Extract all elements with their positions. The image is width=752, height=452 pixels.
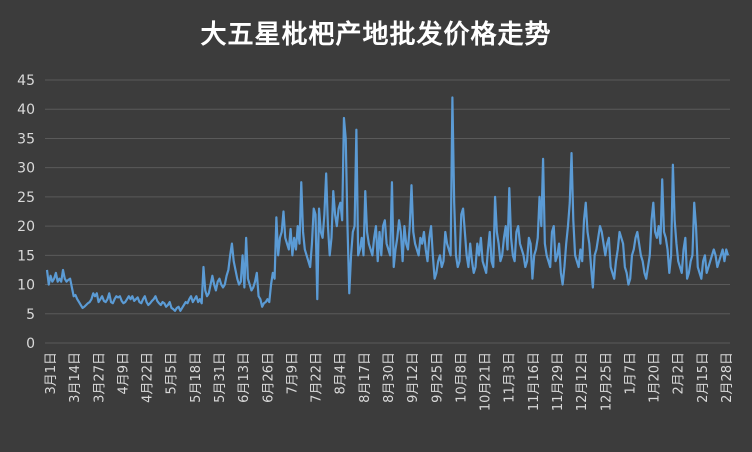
x-tick-label: 3月14日 [68,352,83,403]
chart-title: 大五星枇杷产地批发价格走势 [200,20,552,50]
y-tick-label: 25 [17,190,35,206]
y-tick-label: 0 [26,336,35,352]
x-tick-label: 7月22日 [310,352,325,403]
x-tick-label: 8月17日 [358,352,373,403]
x-tick-label: 2月15日 [696,352,711,403]
y-tick-label: 30 [17,161,35,177]
y-axis: 0 5 10 15 20 25 30 35 40 45 [17,73,35,352]
y-tick-label: 5 [26,307,35,323]
x-tick-label: 11月16日 [527,352,542,411]
x-tick-label: 5月5日 [165,352,180,395]
x-tick-label: 12月25日 [599,352,614,411]
y-tick-label: 20 [17,219,35,235]
x-tick-label: 9月12日 [406,352,421,403]
x-tick-label: 4月9日 [116,352,131,395]
y-tick-label: 45 [17,73,35,89]
x-tick-label: 6月13日 [237,352,252,403]
x-tick-label: 5月31日 [213,352,228,403]
price-series-line [45,96,730,312]
x-tick-label: 5月18日 [189,352,204,403]
x-tick-label: 10月21日 [479,352,494,411]
x-tick-label: 1月7日 [623,352,638,395]
x-tick-label: 12月12日 [575,352,590,411]
x-tick-label: 2月28日 [720,352,735,403]
x-tick-label: 11月29日 [551,352,566,411]
x-tick-label: 8月4日 [334,352,349,395]
x-tick-label: 8月30日 [382,352,397,403]
x-tick-label: 4月22日 [141,352,156,403]
y-tick-label: 10 [17,278,35,294]
x-tick-label: 3月27日 [92,352,107,403]
x-axis: 3月1日 3月14日 3月27日 4月9日 4月22日 5月5日 5月18日 5月31日 6月1… [44,352,735,411]
x-tick-label: 2月2日 [672,352,687,395]
x-tick-label: 6月26日 [261,352,276,403]
x-tick-label: 9月25日 [430,352,445,403]
x-tick-label: 7月9日 [285,352,300,395]
x-tick-label: 10月8日 [454,352,469,403]
y-tick-label: 35 [17,131,35,147]
y-tick-label: 15 [17,248,35,264]
series-layer [45,96,730,312]
x-tick-label: 3月1日 [44,352,59,395]
y-tick-label: 40 [17,102,35,118]
gridlines [45,79,730,344]
x-tick-label: 11月3日 [503,352,518,403]
x-tick-label: 1月20日 [648,352,663,403]
